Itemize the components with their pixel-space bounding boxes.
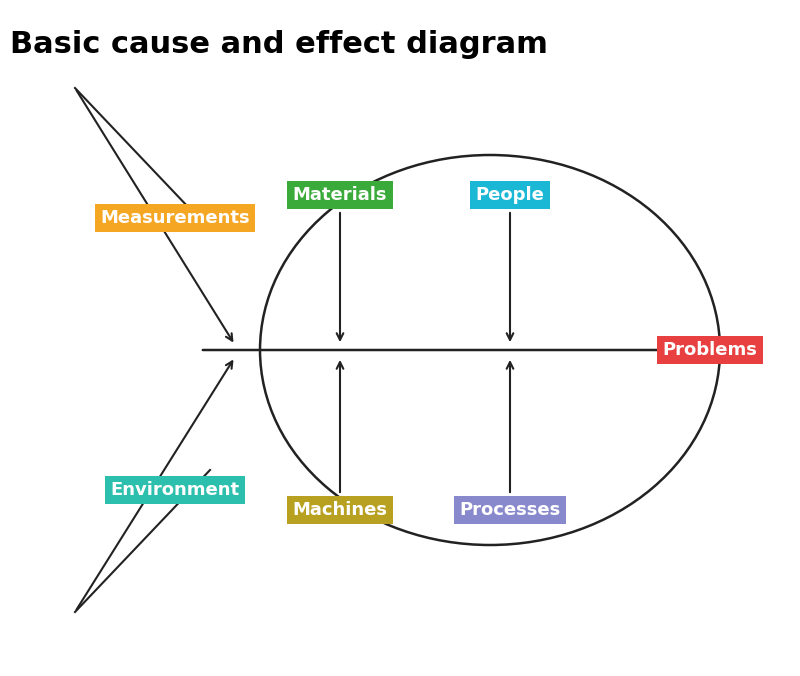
Text: Basic cause and effect diagram: Basic cause and effect diagram — [10, 30, 548, 59]
Text: Environment: Environment — [110, 481, 239, 499]
Text: Measurements: Measurements — [100, 209, 250, 227]
Text: People: People — [475, 186, 545, 204]
Text: Problems: Problems — [662, 341, 758, 359]
Text: Materials: Materials — [293, 186, 387, 204]
Text: Processes: Processes — [459, 501, 561, 519]
Text: Machines: Machines — [293, 501, 387, 519]
